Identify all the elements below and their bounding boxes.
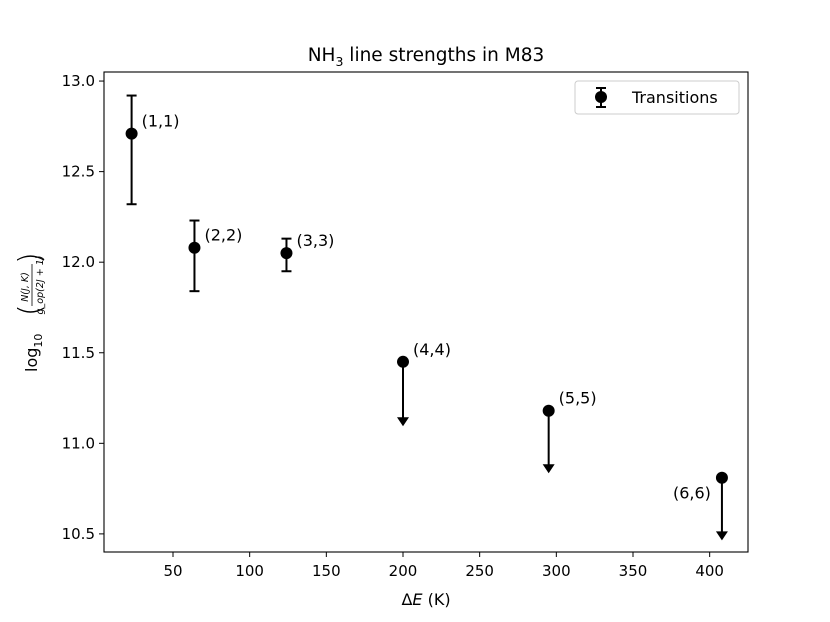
y-tick-label: 11.5: [62, 344, 95, 362]
x-axis-label: ΔE (K): [401, 590, 450, 609]
y-label-log: log: [22, 348, 41, 372]
y-tick-label: 10.5: [62, 525, 95, 543]
svg-text:): ): [13, 252, 48, 264]
upper-limit-arrow: [715, 531, 728, 541]
y-axis: 10.5 11.0 11.5 12.0 12.5 13.0: [62, 72, 104, 543]
chart-title: NH3 line strengths in M83: [308, 45, 545, 69]
y-label-base: 10: [32, 334, 45, 348]
data-point: [125, 127, 138, 140]
x-tick-label: 350: [619, 562, 648, 580]
y-label-denominator: g_op(2J + 1): [35, 256, 46, 315]
x-tick-label: 400: [695, 562, 724, 580]
point-label: (5,5): [559, 389, 597, 408]
upper-limit-arrow: [542, 464, 555, 474]
series-transitions: [125, 94, 728, 541]
data-point: [397, 355, 409, 368]
data-point: [715, 471, 728, 484]
legend-marker: [595, 91, 607, 103]
y-label-numerator: N(J, K): [20, 272, 31, 302]
point-label: (2,2): [204, 226, 242, 245]
legend: Transitions: [574, 80, 740, 115]
x-tick-label: 250: [465, 562, 494, 580]
y-tick-label: 11.0: [62, 434, 95, 452]
legend-label: Transitions: [631, 88, 718, 107]
x-tick-label: 300: [542, 562, 571, 580]
x-tick-label: 150: [312, 562, 341, 580]
point-label: (3,3): [296, 231, 334, 250]
x-tick-label: 100: [235, 562, 264, 580]
x-tick-label: 50: [163, 562, 182, 580]
point-labels: (1,1) (2,2) (3,3) (4,4) (5,5) (6,6): [142, 112, 711, 503]
x-axis: 50 100 150 200 250 300 350 400: [163, 552, 724, 580]
point-label: (1,1): [142, 112, 180, 131]
data-point: [542, 404, 555, 417]
data-point: [280, 247, 293, 260]
point-label: (4,4): [413, 340, 451, 359]
point-label: (6,6): [673, 484, 711, 503]
svg-text:(: (: [13, 304, 48, 316]
y-tick-label: 12.0: [62, 253, 95, 271]
upper-limit-arrow: [397, 417, 409, 427]
y-tick-label: 12.5: [62, 163, 95, 181]
plot-area: [103, 71, 749, 553]
data-point: [188, 241, 201, 254]
x-tick-label: 200: [389, 562, 418, 580]
svg-text:log10: log10: [22, 334, 45, 372]
y-axis-label: log10 ( N(J, K) g_op(2J + 1) ): [13, 252, 48, 372]
y-tick-label: 13.0: [62, 72, 95, 90]
